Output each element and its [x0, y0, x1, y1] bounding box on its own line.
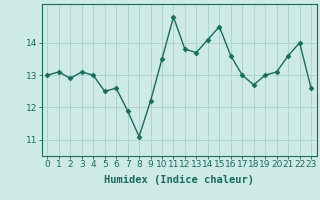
X-axis label: Humidex (Indice chaleur): Humidex (Indice chaleur) [104, 175, 254, 185]
